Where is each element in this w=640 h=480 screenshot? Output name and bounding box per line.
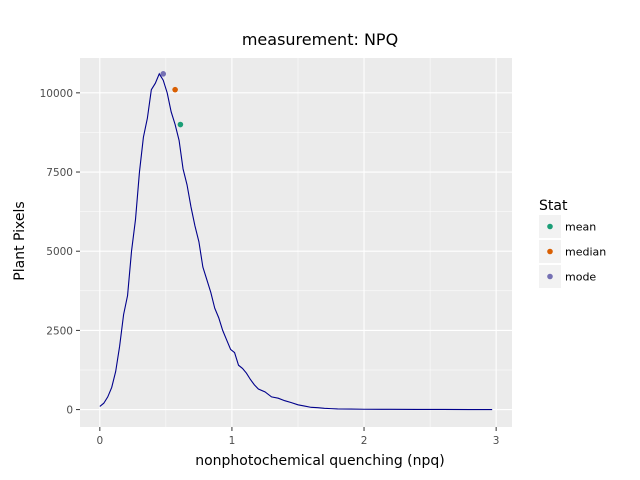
y-tick-label: 7500 [46,167,73,179]
y-tick-label: 2500 [46,325,73,337]
y-tick-label: 0 [66,405,73,417]
legend-label-mean: mean [565,221,596,234]
y-axis-title: Plant Pixels [12,201,28,280]
legend-marker-mean [547,223,553,230]
stat-points [160,71,184,128]
x-tick-label: 3 [493,435,500,447]
stat-point-mean [177,121,184,128]
x-tick-label: 0 [96,435,103,447]
y-tick-label: 10000 [40,88,73,100]
legend-marker-median [547,248,553,255]
legend: Stat mean median mode [539,198,606,288]
x-axis-title: nonphotochemical quenching (npq) [195,453,445,469]
stat-point-median [172,86,178,93]
stat-point-mode [160,71,167,77]
grid [80,58,512,427]
plot-panel [80,58,512,427]
legend-label-mode: mode [565,271,596,284]
legend-title: Stat [539,198,568,214]
x-tick-label: 1 [229,435,236,447]
x-tick-label: 2 [361,435,368,447]
x-axis-ticks: 0 1 2 3 [96,427,499,447]
legend-label-median: median [565,246,606,259]
y-tick-label: 5000 [46,246,73,258]
y-axis-ticks: 0 2500 5000 7500 10000 [40,88,80,417]
series-line [99,72,493,411]
chart-title: measurement: NPQ [242,30,398,49]
legend-marker-mode [547,273,553,280]
